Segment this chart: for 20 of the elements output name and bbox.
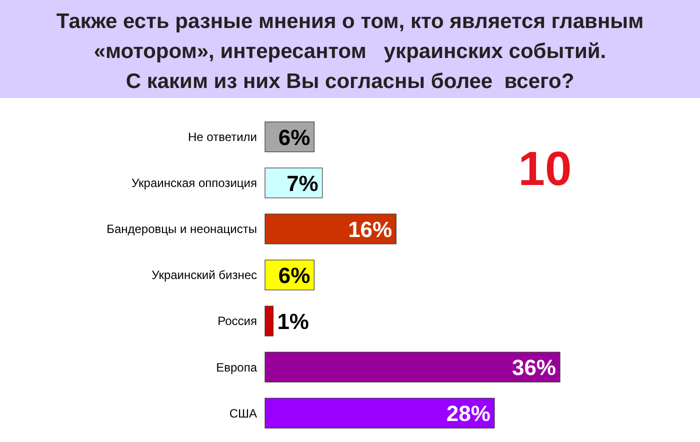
bar [264,398,495,428]
data-label: 1% [277,308,309,334]
data-label: 36% [512,355,556,380]
y-tick-label: Европа [216,360,258,374]
bar [264,214,396,244]
data-label: 6% [278,262,310,288]
y-tick-label: США [229,406,257,420]
y-tick-label: Россия [218,314,257,328]
data-label: 7% [286,170,318,196]
annotation: 10 [518,143,572,196]
y-tick-label: Бандеровцы и неонацисты [106,222,257,236]
data-label: 16% [348,216,392,242]
bar [264,352,560,382]
y-tick-label: Украинская оппозиция [131,176,257,190]
y-tick-label: Не ответили [188,130,257,144]
data-label: 28% [446,401,490,426]
y-tick-label: Украинский бизнес [152,268,257,282]
bar [264,306,274,336]
data-label: 6% [278,124,310,150]
chart-title: Также есть разные мнения о том, кто является главным «мотором», интересантом украинских событий. С каким из них Вы согласны более всего? [56,10,644,93]
